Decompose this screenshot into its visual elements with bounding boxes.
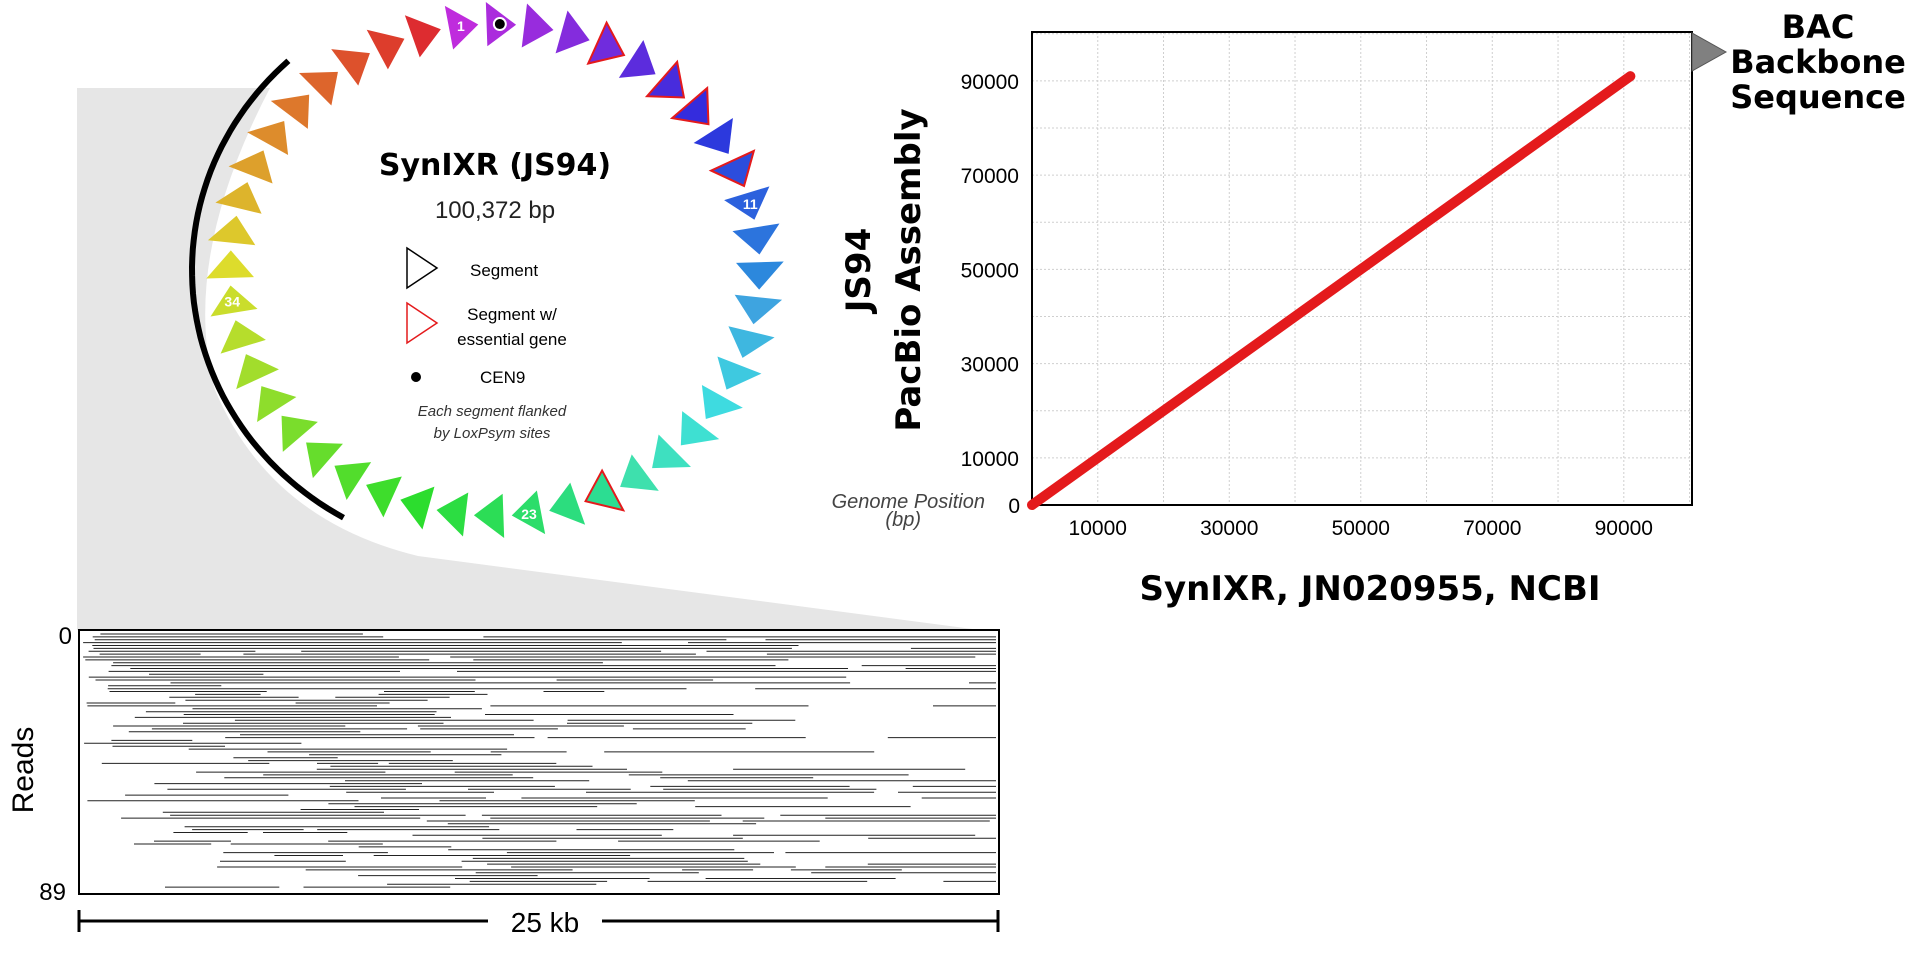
plasmid-segment [708, 149, 756, 188]
x-tick-label: 50000 [1332, 517, 1390, 540]
segment-number: 11 [743, 196, 758, 212]
plasmid-segment [652, 434, 691, 469]
plot-frame [1031, 31, 1693, 506]
y-tick-label: 0 [1008, 495, 1020, 518]
reads-y-top: 0 [59, 623, 72, 650]
plasmid-segment [331, 49, 370, 86]
plasmid-segment [555, 10, 590, 54]
legend-cen9-label: CEN9 [480, 368, 525, 387]
plasmid-segment [444, 5, 479, 50]
plasmid-title: SynIXR (JS94) [379, 148, 611, 183]
y-axis-label-2: PacBio Assembly [889, 108, 929, 431]
x-tick-label: 10000 [1069, 517, 1127, 540]
plasmid-segment [207, 215, 256, 246]
y-tick-label: 70000 [961, 165, 1019, 188]
plasmid-segment [281, 415, 318, 452]
legend-note-1: Each segment flanked [418, 403, 567, 420]
plasmid-segment [236, 354, 279, 390]
reads-y-bottom: 89 [39, 879, 66, 906]
scale-bar [77, 910, 1000, 932]
plasmid-segment [680, 411, 720, 446]
y-tick-label: 50000 [961, 259, 1019, 282]
corner-label-1: Genome Position [832, 491, 985, 513]
scale-bar-label: 25 kb [511, 907, 580, 938]
plasmid-segment [404, 15, 441, 58]
x-tick-label: 90000 [1595, 517, 1653, 540]
plasmid-segment [521, 3, 554, 48]
legend-segment-icon [406, 246, 439, 290]
plasmid-segment [473, 493, 505, 539]
legend-cen9-dot [411, 372, 421, 382]
plasmid-segment [734, 294, 783, 325]
plasmid-segment [586, 20, 626, 65]
legend-essential-label-2: essential gene [457, 330, 567, 349]
y-tick-label: 90000 [961, 71, 1019, 94]
reads-box [78, 629, 1000, 895]
x-tick-label: 30000 [1200, 517, 1258, 540]
y-axis-label-1: JS94 [839, 228, 879, 314]
plasmid-segment [732, 223, 780, 255]
plasmid-segment [436, 492, 469, 537]
plasmid-segment [728, 326, 775, 358]
legend-segment-label: Segment [470, 261, 538, 280]
plasmid-segment [584, 468, 626, 512]
plasmid-segment [270, 94, 310, 129]
corner-label-2: (bp) [885, 509, 921, 531]
x-tick-label: 70000 [1463, 517, 1521, 540]
dotplot: 10000 30000 50000 70000 90000 0 10000 30000 5000… [961, 31, 1693, 540]
alignment-line [1027, 71, 1636, 510]
zoom-wedge [77, 88, 980, 630]
plasmid-segment [247, 120, 289, 156]
plasmid-segment [618, 39, 656, 78]
segment-number: 34 [224, 294, 240, 310]
segment-number: 1 [457, 18, 465, 34]
reads-y-label: Reads [7, 727, 40, 814]
legend-note-2: by LoxPsym sites [434, 425, 551, 442]
plasmid-segment [306, 442, 343, 479]
plasmid-segment [299, 71, 338, 106]
plasmid-segment [366, 476, 402, 518]
legend-essential-label-1: Segment w/ [467, 305, 557, 324]
plasmid-segment [257, 386, 297, 423]
cen9-dot [492, 17, 507, 32]
plasmid-segment [210, 285, 258, 317]
plasmid-segment [669, 85, 710, 126]
plasmid-segment [701, 384, 743, 420]
reads-lines [83, 633, 996, 888]
plasmid-segment [620, 454, 659, 491]
plasmid-segment [724, 186, 770, 220]
bac-label-1: BAC [1782, 8, 1855, 46]
x-axis-label: SynIXR, JN020955, NCBI [1139, 569, 1600, 609]
plasmid-size: 100,372 bp [435, 197, 555, 224]
plasmid-segment [215, 182, 262, 214]
bac-marker [1691, 32, 1728, 72]
plasmid-segment [220, 320, 266, 354]
plasmid-segment [228, 150, 273, 184]
plasmid-segment [644, 59, 686, 99]
plasmid-segment [717, 356, 762, 390]
bac-label-2: Backbone [1730, 43, 1905, 81]
plasmid-segment [511, 490, 546, 535]
plasmid-segment [334, 462, 372, 501]
y-tick-label: 10000 [961, 448, 1019, 471]
zoom-arc [188, 58, 345, 521]
segment-number: 23 [521, 506, 537, 522]
plasmid-segment [549, 482, 586, 525]
y-tick-label: 30000 [961, 354, 1019, 377]
plasmid-segment [693, 117, 733, 154]
plasmid-segment [400, 486, 435, 530]
plasmid-segment [736, 261, 784, 290]
plasmid-segment [206, 250, 254, 279]
legend-essential-icon [406, 301, 439, 345]
bac-label-3: Sequence [1730, 78, 1905, 116]
plasmid-segment [366, 29, 405, 70]
